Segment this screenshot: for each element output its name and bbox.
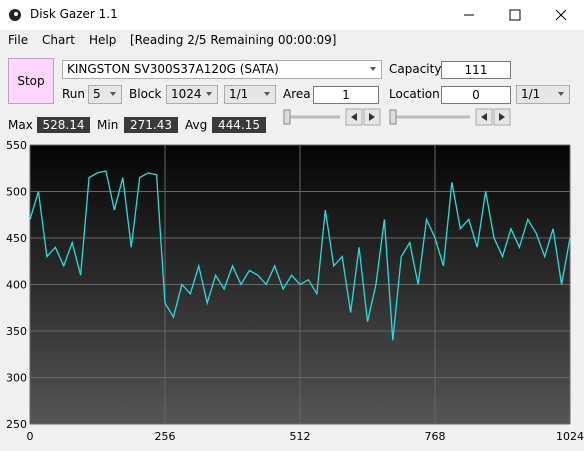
app-icon — [9, 9, 21, 21]
area-value[interactable]: 1 — [313, 86, 379, 104]
location-label: Location — [389, 87, 440, 101]
y-tick-label: 500 — [6, 186, 27, 199]
data-line — [29, 170, 571, 341]
menu-chart[interactable]: Chart — [42, 33, 75, 47]
area-label: Area — [283, 87, 311, 101]
chart: 250 300 350 400 450 500 550 0 256 512 768 1024 — [6, 139, 584, 443]
drive-select[interactable]: KINGSTON SV300S37A120G (SATA) — [62, 60, 382, 79]
y-tick-label: 250 — [6, 418, 27, 431]
menu-file[interactable]: File — [8, 33, 29, 47]
y-tick-label: 400 — [6, 279, 27, 292]
min-label: Min — [97, 118, 119, 132]
location-value[interactable]: 0 — [441, 86, 511, 104]
block-fraction-select[interactable]: 1/1 — [224, 85, 276, 104]
capacity-value: 111 — [441, 61, 511, 79]
x-tick-label: 512 — [290, 430, 311, 443]
min-value: 271.43 — [124, 117, 178, 133]
x-tick-label: 768 — [425, 430, 446, 443]
avg-label: Avg — [185, 118, 208, 132]
sliders[interactable] — [280, 107, 520, 127]
capacity-label: Capacity — [389, 62, 442, 76]
avg-value: 444.15 — [212, 117, 266, 133]
stop-button[interactable]: Stop — [8, 58, 54, 104]
block-label: Block — [129, 87, 162, 101]
run-label: Run — [62, 87, 86, 101]
x-tick-label: 1024 — [556, 430, 584, 443]
x-tick-label: 0 — [27, 430, 34, 443]
title-bar — [0, 0, 584, 30]
y-tick-label: 550 — [6, 139, 27, 152]
y-tick-label: 450 — [6, 232, 27, 245]
location-fraction-select[interactable]: 1/1 — [516, 85, 570, 104]
max-label: Max — [8, 118, 33, 132]
status: [Reading 2/5 Remaining 00:00:09] — [130, 33, 337, 47]
y-tick-label: 300 — [6, 372, 27, 385]
max-value: 528.14 — [37, 117, 90, 133]
block-select[interactable]: 1024 — [166, 85, 218, 104]
window-buttons[interactable] — [450, 0, 584, 30]
x-tick-label: 256 — [155, 430, 176, 443]
run-select[interactable]: 5 — [88, 85, 122, 104]
y-tick-label: 350 — [6, 325, 27, 338]
window-title: Disk Gazer 1.1 — [30, 7, 118, 21]
menu-help[interactable]: Help — [89, 33, 117, 47]
